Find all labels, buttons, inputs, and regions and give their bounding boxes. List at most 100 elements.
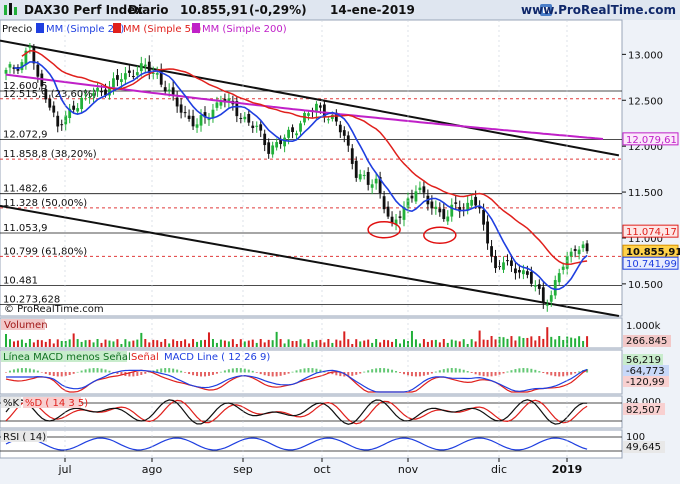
instrument-name: DAX30 Perf Index (24, 3, 143, 17)
macd-histogram-bar (72, 372, 75, 374)
macd-histogram-bar (52, 372, 55, 376)
volume-bar (554, 339, 557, 347)
volume-bar (160, 341, 163, 347)
volume-bar (283, 343, 286, 347)
volume-bar (188, 343, 191, 347)
rsi-line (5, 437, 588, 451)
macd-histogram-bar (271, 372, 274, 377)
volume-bar (438, 342, 441, 347)
macd-histogram-bar (478, 372, 481, 376)
macd-histogram-bar (80, 370, 83, 373)
volume-bar (410, 330, 413, 347)
candle-body (108, 86, 111, 96)
volume-bar (16, 340, 19, 347)
macd-histogram-bar (88, 368, 91, 373)
price-level-label: 12.515,9 (23,60%) (3, 89, 97, 100)
last-value-label: 12.079,61 (626, 135, 677, 146)
volume-bar (20, 339, 23, 347)
candle-body (44, 89, 48, 100)
candle-body (247, 113, 251, 123)
candle-body (48, 98, 52, 108)
volume-bar (311, 341, 314, 347)
candle-body (183, 112, 187, 114)
candle-body (565, 255, 569, 269)
support-ellipse (367, 220, 401, 239)
macd-histogram-bar (259, 372, 262, 375)
volume-bar (418, 343, 421, 347)
volume-bar (566, 336, 569, 347)
candle-body (287, 129, 290, 138)
copyright: © ProRealTime.com (4, 304, 104, 315)
candle-body (151, 72, 155, 74)
volume-bar (307, 339, 310, 347)
candle-body (52, 105, 56, 113)
candle-body (207, 118, 211, 121)
stoch-value-2: 82,507 (626, 405, 661, 416)
rsi-line (0, 436, 622, 452)
stochastic-lines (0, 399, 622, 425)
candle-body (533, 285, 537, 287)
macd-histogram-bar (84, 369, 87, 373)
volume-bar (36, 339, 39, 347)
volume-bar (275, 331, 278, 347)
volume-bar (287, 339, 290, 347)
candles[interactable] (4, 43, 589, 312)
candle-body (179, 104, 183, 113)
candle-body (346, 135, 350, 146)
volume-bar (426, 341, 429, 347)
tools-icon[interactable] (540, 4, 552, 16)
candle-body (143, 64, 147, 67)
macd-histogram-bar (470, 372, 473, 373)
macd-histogram-bar (108, 370, 111, 373)
macd-histogram-bar (120, 372, 123, 376)
macd-histogram-bar (231, 368, 234, 373)
volume-bar (116, 339, 119, 347)
legend-ma20[interactable]: MM (Simple 20) (46, 24, 124, 35)
candle-body (478, 206, 482, 209)
candle-body (175, 97, 179, 107)
legend-ma50-swatch (113, 23, 121, 33)
macd-histogram-bar (116, 372, 119, 374)
candle-body (525, 271, 529, 275)
volume-bar (542, 338, 545, 347)
macd-tag-2 (623, 365, 669, 376)
macd-histogram-bar (223, 370, 226, 373)
volume-bar (28, 339, 31, 347)
macd-histogram-bar (160, 368, 163, 373)
volume-bar (12, 341, 15, 347)
legend-ma200[interactable]: MM (Simple 200) (202, 24, 287, 35)
macd-histogram-bar (207, 372, 210, 376)
legend-ma50[interactable]: MM (Simple 50) (123, 24, 201, 35)
macd-histogram-bar (12, 369, 15, 373)
candle-body (195, 124, 199, 128)
volume-bar (68, 339, 71, 347)
candle-body (291, 127, 294, 133)
candle-body (64, 115, 68, 125)
macd-histogram-bar (498, 372, 501, 375)
volume-bar (271, 340, 274, 347)
volume-bar (247, 340, 250, 347)
candle-body (251, 125, 255, 129)
macd-histogram-bar (414, 372, 417, 377)
macd-histogram-bar (554, 372, 557, 377)
volume-bar (486, 339, 489, 347)
candle-body (76, 108, 80, 112)
macd-histogram-bar (211, 372, 214, 375)
candle-body (4, 69, 8, 74)
candle-body (8, 64, 12, 68)
candle-body (127, 70, 131, 73)
volume-bar (243, 341, 246, 347)
stochastic-legend: %D ( 14 3 5) (25, 398, 88, 409)
brand-link[interactable]: www.ProRealTime.com (521, 3, 676, 17)
macd-histogram-bar (247, 369, 250, 373)
volume-bar (458, 341, 461, 347)
candle-body (434, 206, 438, 210)
stoch-value-1: 84,000 (626, 397, 661, 408)
volume-bar (100, 342, 103, 347)
volume-bar (558, 336, 561, 347)
rsi-panel (0, 429, 623, 459)
macd-histogram-bar (172, 368, 175, 373)
